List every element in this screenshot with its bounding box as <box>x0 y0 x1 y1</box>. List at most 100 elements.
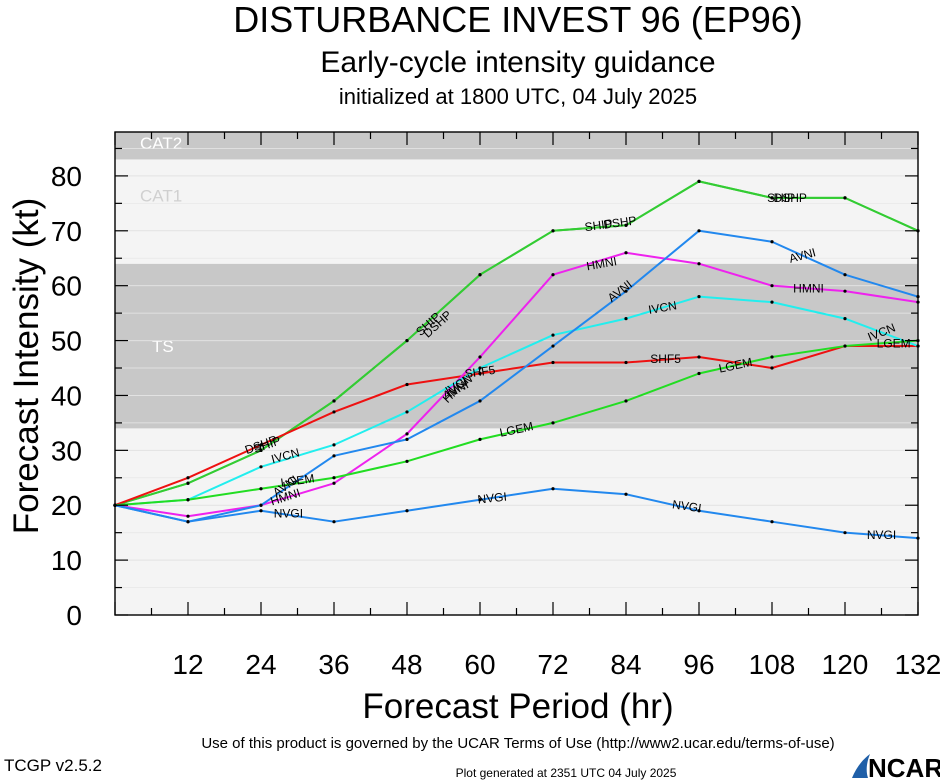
series-point-avni <box>259 503 263 507</box>
series-point-hmni <box>478 355 482 359</box>
series-line-lgem <box>114 339 919 507</box>
series-lines <box>113 179 920 540</box>
x-tick-label: 48 <box>391 649 422 680</box>
series-point-shf5 <box>697 355 701 359</box>
series-point-hmni <box>405 432 409 436</box>
series-point-hmni <box>843 289 847 293</box>
ncar-logo-text: NCAR <box>868 753 940 780</box>
series-point-avni <box>697 229 701 233</box>
series-point-nvgi <box>697 509 701 513</box>
terms-notice: Use of this product is governed by the U… <box>201 735 834 752</box>
series-point-shf5 <box>259 443 263 447</box>
series-point-lgem <box>770 355 774 359</box>
x-tick-label: 120 <box>822 649 869 680</box>
band-below-ts <box>115 428 918 615</box>
series-point-nvgi <box>551 487 555 491</box>
series-point-hmni <box>697 262 701 266</box>
x-tick-label: 24 <box>245 649 276 680</box>
x-tick-label: 60 <box>464 649 495 680</box>
series-point-ship <box>405 338 409 343</box>
y-tick-label: 0 <box>66 600 82 631</box>
series-point-ivcn <box>624 317 628 321</box>
series-point-avni <box>843 273 847 277</box>
series-point-avni <box>405 437 409 441</box>
series-point-shf5 <box>478 371 482 376</box>
y-tick-label: 50 <box>51 326 82 357</box>
series-line-avni <box>114 229 919 523</box>
band-ts <box>115 263 918 429</box>
series-point-nvgi <box>624 492 628 496</box>
series-point-ivcn <box>405 410 409 414</box>
x-tick-label: 96 <box>683 649 714 680</box>
series-point-hmni <box>186 514 190 518</box>
series-point-ship <box>332 399 336 403</box>
y-axis-label: Forecast Intensity (kt) <box>7 198 46 534</box>
series-point-nvgi <box>770 520 774 524</box>
series-label-lgem: LGEM <box>717 355 753 376</box>
x-tick-label: 84 <box>610 649 641 680</box>
series-point-ivcn <box>770 300 774 304</box>
series-point-avni <box>332 454 336 458</box>
series-label-dshp: DSHP <box>774 191 807 205</box>
band-label-ts: TS <box>152 337 174 356</box>
series-label-ivcn: IVCN <box>647 298 678 317</box>
series-point-shf5 <box>770 366 774 370</box>
chart-title: DISTURBANCE INVEST 96 (EP96) <box>233 0 803 40</box>
series-point-ivcn <box>259 465 263 469</box>
series-line-ship <box>114 180 919 507</box>
series-line-ivcn <box>114 295 919 507</box>
series-point-ship <box>259 448 263 452</box>
series-point-avni <box>478 399 482 403</box>
series-point-ivcn <box>843 317 847 321</box>
series-point-ship <box>551 229 555 233</box>
series-label-hmni: HMNI <box>793 281 824 295</box>
series-label-dshp: DSHP <box>602 213 637 232</box>
x-axis-label: Forecast Period (hr) <box>362 687 673 726</box>
series-point-ship <box>478 273 482 277</box>
x-tick-label: 12 <box>172 649 203 680</box>
series-point-lgem <box>551 421 555 425</box>
x-tick-label: 108 <box>749 649 796 680</box>
series-point-nvgi <box>405 509 409 513</box>
series-point-hmni <box>551 273 555 277</box>
series-point-ship <box>843 196 847 200</box>
band-cat1 <box>115 159 918 264</box>
x-tick-label: 36 <box>318 649 349 680</box>
series-point-lgem <box>186 498 190 502</box>
series-point-ship <box>770 196 774 200</box>
series-point-ship <box>697 179 701 183</box>
series-point-hmni <box>332 481 336 485</box>
ncar-logo-icon <box>852 754 870 778</box>
series-point-avni <box>624 289 628 293</box>
series-point-hmni <box>624 251 628 255</box>
y-tick-label: 70 <box>51 216 82 247</box>
series-line-nvgi <box>114 487 919 540</box>
series-label-lgem: LGEM <box>280 471 316 490</box>
series-label-lgem: LGEM <box>877 336 911 350</box>
series-label-ship: SHIP <box>767 191 795 205</box>
series-point-shf5 <box>332 410 336 414</box>
y-tick-label: 30 <box>51 435 82 466</box>
series-point-ivcn <box>332 443 336 447</box>
series-point-ship <box>186 481 190 485</box>
series-point-ship <box>624 223 628 227</box>
x-tick-label: 132 <box>895 649 940 680</box>
axes: 12 24 36 48 60 72 84 96 108 120 132 0 10 20 30 40 50 60 70… <box>51 131 940 680</box>
series-label-hmni: HMNI <box>585 254 618 273</box>
ncar-logo: NCAR <box>852 753 940 780</box>
series-point-lgem <box>259 487 263 491</box>
series-point-avni <box>551 344 555 348</box>
series-point-avni <box>770 240 774 244</box>
series-point-lgem <box>624 399 628 403</box>
series-label-nvgi: NVGI <box>671 497 702 515</box>
series-label-shf5: SHF5 <box>650 352 681 366</box>
series-label-nvgi: NVGI <box>274 506 303 520</box>
series-point-ivcn <box>478 366 482 370</box>
chart-subtitle: Early-cycle intensity guidance <box>320 46 715 79</box>
series-label-lgem: LGEM <box>498 419 534 440</box>
x-tick-label: 72 <box>537 649 568 680</box>
series-label-nvgi: NVGI <box>477 490 508 507</box>
band-label-cat1: CAT1 <box>140 186 182 205</box>
